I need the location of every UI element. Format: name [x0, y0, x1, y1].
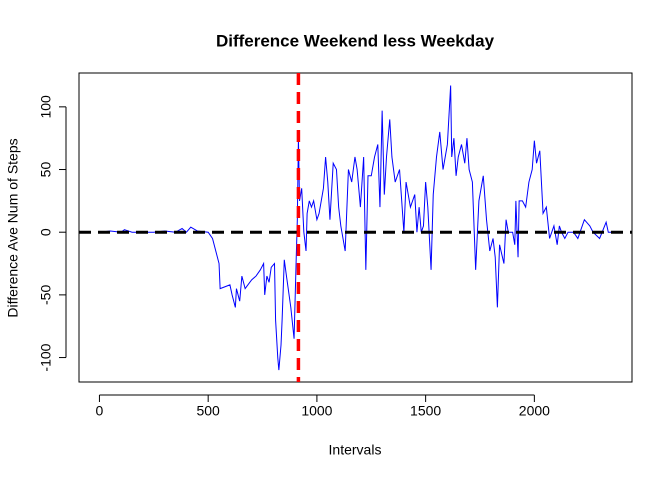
y-tick-label: 0	[38, 228, 54, 236]
x-tick-label: 500	[196, 403, 220, 419]
y-axis-label: Difference Ave Num of Steps	[5, 138, 21, 317]
x-tick-label: 0	[96, 403, 104, 419]
chart-title: Difference Weekend less Weekday	[216, 31, 495, 50]
x-tick-label: 1000	[301, 403, 332, 419]
y-tick-label: -100	[38, 343, 54, 371]
y-tick-label: 50	[38, 162, 54, 178]
data-line	[99, 85, 612, 371]
x-tick-label: 2000	[519, 403, 550, 419]
y-tick-label: -50	[38, 285, 54, 305]
x-tick-label: 1500	[410, 403, 441, 419]
plot-box	[78, 72, 633, 383]
x-axis-label: Intervals	[329, 442, 382, 458]
y-tick-label: 100	[38, 95, 54, 119]
